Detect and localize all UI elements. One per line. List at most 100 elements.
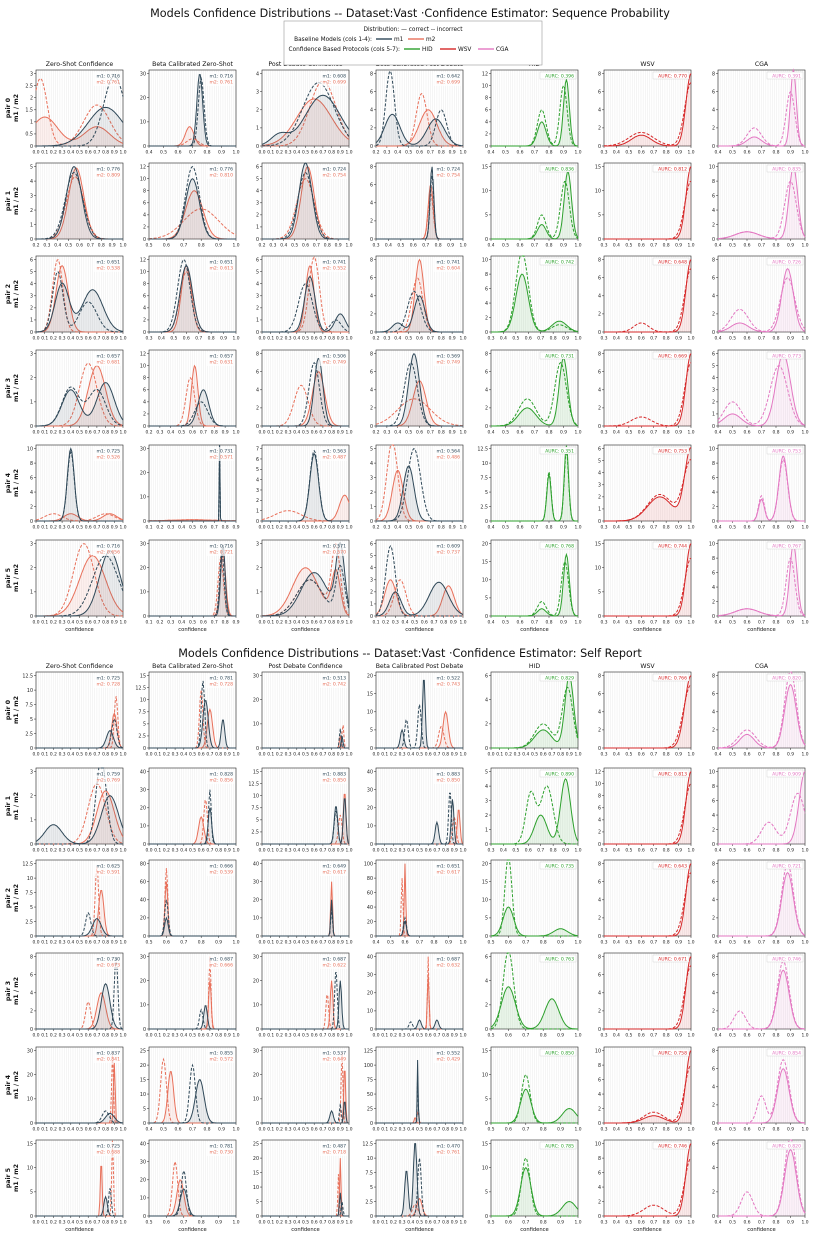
accuracy-m1: m1: 0.716 (96, 544, 120, 550)
y-tick-label: 15 (482, 164, 488, 170)
x-tick-label: 0.1 (41, 620, 48, 626)
y-tick-label: 10 (709, 769, 715, 775)
y-tick-label: 0 (712, 144, 715, 150)
aurc-text: AURC: 0.766 (658, 675, 687, 681)
x-tick-label: 0.8 (324, 243, 331, 249)
x-tick-label: 1.0 (120, 150, 127, 156)
x-tick-label: 0.6 (416, 525, 423, 531)
x-tick-label: 1.0 (120, 336, 127, 342)
x-tick-label: 0.4 (715, 848, 722, 854)
x-tick-label: 0.8 (546, 430, 553, 436)
y-tick-label: 60 (140, 880, 146, 886)
x-tick-label: 1.0 (688, 150, 695, 156)
x-tick-label: 0.6 (744, 430, 751, 436)
y-tick-label: 10 (595, 189, 601, 195)
y-tick-label: 6 (370, 183, 373, 189)
y-tick-label: 15 (367, 692, 373, 698)
x-tick-label: 0.9 (218, 150, 225, 156)
y-tick-label: 3 (256, 488, 259, 494)
y-tick-label: 5 (256, 818, 259, 824)
y-tick-label: 10 (140, 120, 146, 126)
y-tick-label: 10 (27, 688, 33, 694)
x-tick-label: 0.8 (442, 848, 449, 854)
y-tick-label: 2 (143, 412, 146, 418)
x-tick-label: 0.8 (102, 752, 109, 758)
x-tick-label: 0.4 (293, 848, 300, 854)
x-tick-label: 0.6 (744, 848, 751, 854)
y-tick-label: 2 (143, 225, 146, 231)
x-tick-label: 0.7 (531, 620, 538, 626)
row-sublabel: m1 / m2 (13, 696, 20, 724)
x-tick-label: 0.4 (180, 848, 187, 854)
y-tick-label: 0 (370, 519, 373, 525)
x-tick-label: 0.3 (383, 430, 390, 436)
x-tick-label: 0.5 (416, 752, 423, 758)
x-tick-label: 0.8 (438, 150, 445, 156)
x-tick-label: 0.8 (435, 243, 442, 249)
y-tick-label: 15 (482, 880, 488, 886)
y-tick-label: 1 (256, 126, 259, 132)
x-tick-label: 0.4 (385, 243, 392, 249)
accuracy-m2: m2: 0.728 (96, 682, 120, 688)
y-tick-label: 7 (256, 446, 259, 452)
x-tick-label: 0.3 (514, 752, 521, 758)
x-tick-label: 0.4 (715, 243, 722, 249)
x-tick-label: 0.8 (540, 940, 547, 946)
y-tick-label: 1 (256, 225, 259, 231)
accuracy-m1: m1: 0.649 (322, 864, 346, 870)
x-tick-label: 0.8 (773, 336, 780, 342)
y-tick-label: 0 (598, 614, 601, 620)
aurc-annotation: AURC: 0.726 (767, 258, 803, 265)
x-tick-label: 0.1 (41, 752, 48, 758)
x-tick-label: 0.2 (382, 620, 389, 626)
y-tick-label: 15 (595, 541, 601, 547)
y-tick-label: 20 (140, 471, 146, 477)
x-tick-label: 0.6 (311, 940, 318, 946)
x-tick-label: 0.6 (200, 525, 207, 531)
x-tick-label: 0.7 (206, 848, 213, 854)
aurc-annotation: AURC: 0.835 (767, 165, 803, 172)
x-tick-label: 1.0 (802, 430, 809, 436)
y-tick-label: 2 (598, 728, 601, 734)
y-tick-label: 3 (598, 483, 601, 489)
y-tick-label: 2 (712, 222, 715, 228)
x-tick-label: 0.6 (638, 243, 645, 249)
x-tick-label: 0.9 (560, 430, 567, 436)
aurc-text: AURC: 0.890 (545, 771, 574, 777)
x-tick-label: 0.5 (302, 336, 309, 342)
accuracy-m1: m1: 0.883 (436, 772, 460, 778)
aurc-text: AURC: 0.812 (658, 166, 687, 172)
y-tick-label: 0 (256, 519, 259, 525)
y-tick-label: 2 (256, 108, 259, 114)
x-tick-label: 0.8 (198, 243, 205, 249)
aurc-annotation: AURC: 0.770 (653, 72, 689, 79)
y-tick-label: 10 (482, 578, 488, 584)
y-tick-label: 2 (370, 590, 373, 596)
x-tick-label: 0.4 (293, 150, 300, 156)
y-tick-label: 2 (30, 566, 33, 572)
y-tick-label: 4 (712, 813, 715, 819)
y-tick-label: 6 (30, 257, 33, 263)
aurc-text: AURC: 0.820 (772, 675, 801, 681)
y-tick-label: 10 (140, 176, 146, 182)
x-tick-label: 0.7 (650, 620, 657, 626)
y-tick-label: 1 (370, 504, 373, 510)
x-tick-label: 0.6 (85, 430, 92, 436)
x-tick-label: 0.0 (146, 752, 153, 758)
x-tick-label: 0.6 (198, 752, 205, 758)
x-tick-label: 1.0 (460, 243, 467, 249)
y-tick-label: 0 (485, 614, 488, 620)
y-tick-label: 40 (140, 769, 146, 775)
x-tick-label: 0.7 (319, 150, 326, 156)
x-tick-label: 0.9 (447, 243, 454, 249)
y-tick-label: 0 (485, 842, 488, 848)
